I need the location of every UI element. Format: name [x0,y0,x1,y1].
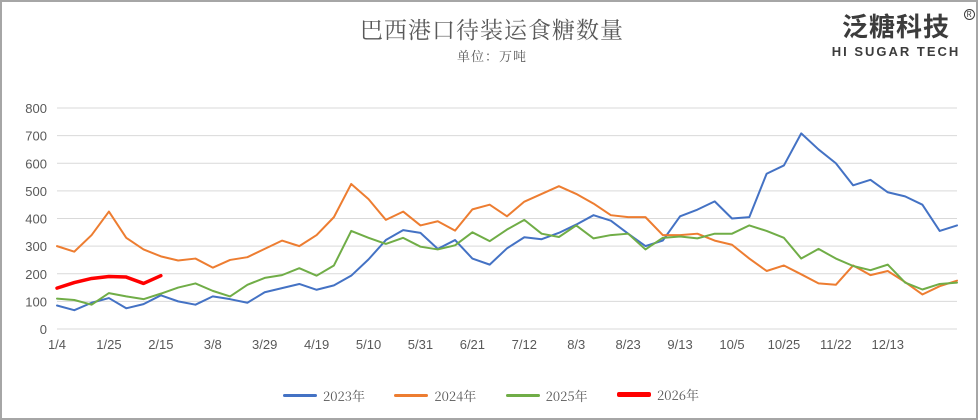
svg-text:600: 600 [25,156,47,171]
svg-text:3/29: 3/29 [252,337,277,352]
svg-text:1/4: 1/4 [48,337,66,352]
svg-text:700: 700 [25,129,47,144]
svg-text:11/22: 11/22 [820,337,852,352]
svg-text:400: 400 [25,212,47,227]
svg-text:7/12: 7/12 [512,337,537,352]
svg-text:3/8: 3/8 [204,337,222,352]
svg-text:800: 800 [25,101,47,116]
svg-text:1/25: 1/25 [96,337,121,352]
svg-text:5/10: 5/10 [356,337,381,352]
svg-text:10/5: 10/5 [719,337,744,352]
svg-text:6/21: 6/21 [460,337,485,352]
svg-text:300: 300 [25,239,47,254]
svg-text:4/19: 4/19 [304,337,329,352]
svg-text:9/13: 9/13 [667,337,692,352]
svg-text:2/15: 2/15 [148,337,173,352]
svg-text:8/3: 8/3 [567,337,585,352]
svg-text:0: 0 [40,322,47,337]
svg-text:100: 100 [25,294,47,309]
svg-text:200: 200 [25,267,47,282]
svg-text:8/23: 8/23 [615,337,640,352]
svg-text:5/31: 5/31 [408,337,433,352]
svg-text:10/25: 10/25 [768,337,801,352]
svg-text:12/13: 12/13 [871,337,904,352]
svg-text:500: 500 [25,184,47,199]
